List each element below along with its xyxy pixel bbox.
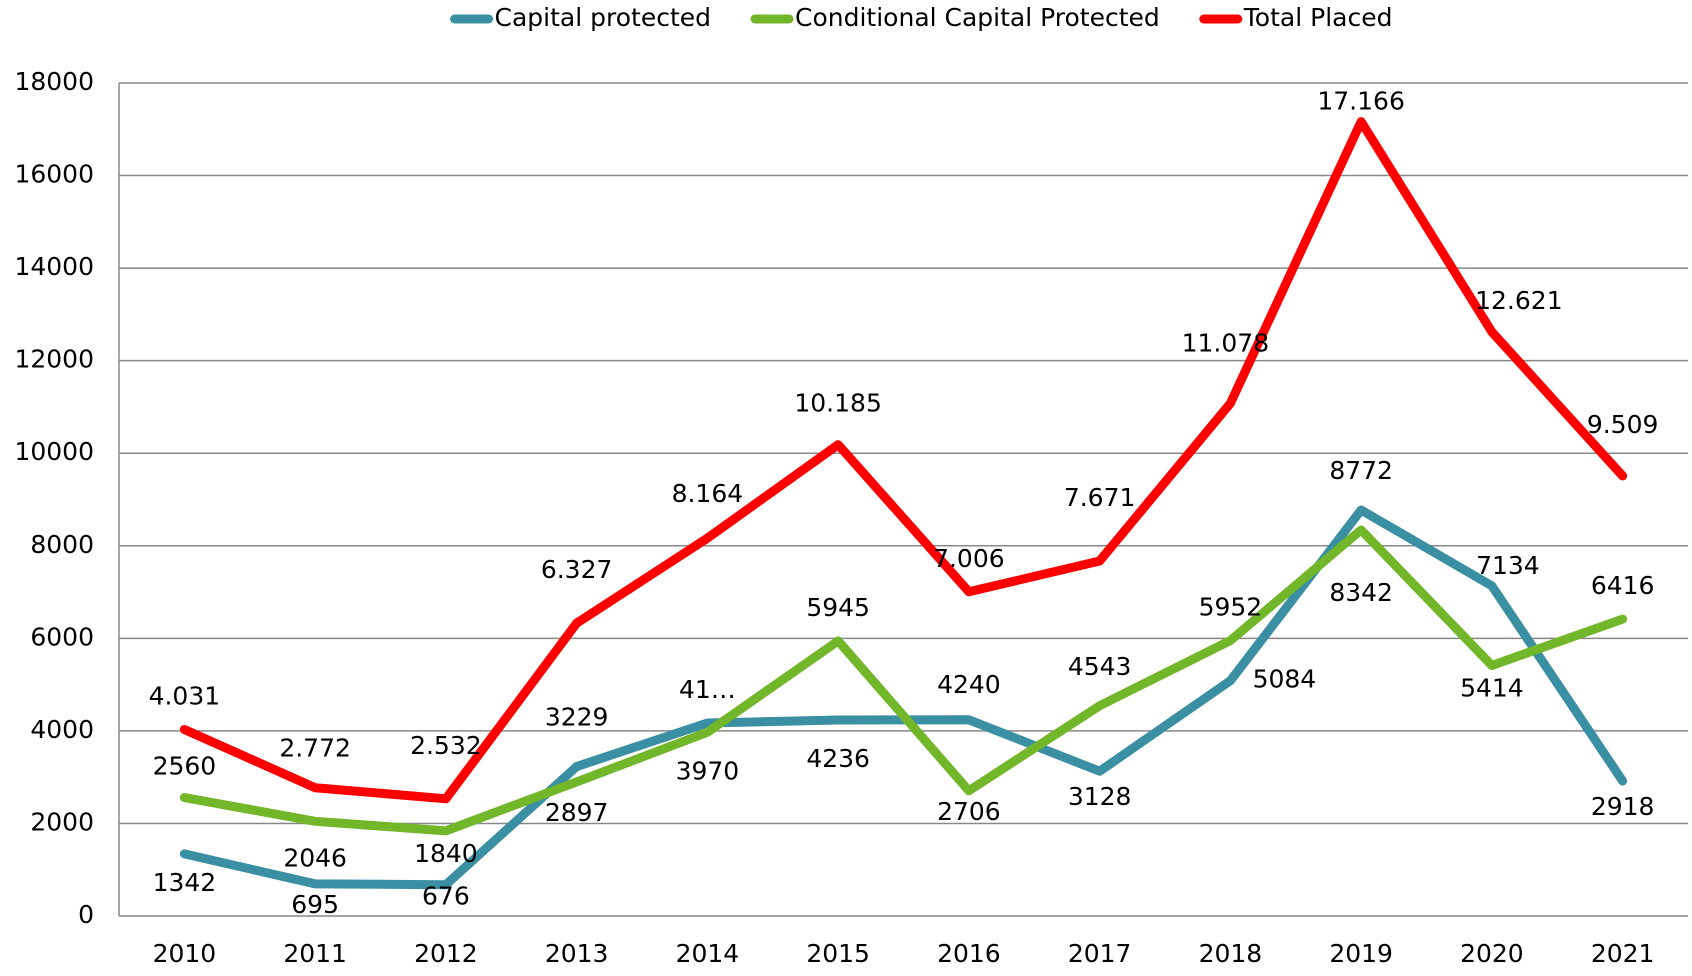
data-label: 7.671	[1064, 483, 1136, 512]
legend-label: Conditional Capital Protected	[795, 3, 1160, 32]
data-label: 6416	[1591, 571, 1655, 600]
data-label: 4236	[806, 744, 870, 773]
data-label: 2560	[153, 752, 217, 781]
series-line	[179, 525, 1628, 836]
y-tick-label: 8000	[30, 530, 94, 559]
data-label: 3970	[676, 756, 740, 785]
data-label: 17.166	[1317, 87, 1404, 116]
data-label: 5945	[806, 593, 870, 622]
data-label: 10.185	[794, 389, 881, 418]
data-label: 695	[291, 890, 339, 919]
x-tick-label: 2020	[1460, 939, 1524, 968]
y-tick-label: 6000	[30, 622, 94, 651]
x-tick-label: 2011	[283, 939, 347, 968]
y-tick-label: 0	[78, 900, 94, 929]
x-tick-label: 2010	[153, 939, 217, 968]
data-label: 2897	[545, 798, 609, 827]
data-label: 7.006	[933, 544, 1005, 573]
series-line	[179, 117, 1628, 804]
data-label: 5414	[1460, 673, 1524, 702]
x-tick-label: 2012	[414, 939, 478, 968]
x-tick-label: 2018	[1199, 939, 1263, 968]
data-label: 1840	[414, 839, 478, 868]
y-tick-label: 16000	[14, 160, 94, 189]
data-label: 4.031	[149, 681, 221, 710]
data-label: 2.532	[410, 731, 482, 760]
x-tick-label: 2021	[1591, 939, 1655, 968]
data-label: 4543	[1068, 652, 1132, 681]
data-label: 5952	[1199, 593, 1263, 622]
y-tick-label: 2000	[30, 807, 94, 836]
data-label: 2918	[1591, 792, 1655, 821]
x-tick-label: 2015	[806, 939, 870, 968]
data-label: 3229	[545, 703, 609, 732]
data-label: 3128	[1068, 782, 1132, 811]
x-tick-label: 2019	[1329, 939, 1393, 968]
y-tick-label: 4000	[30, 715, 94, 744]
data-label: 8342	[1329, 578, 1393, 607]
data-label: 2046	[283, 843, 347, 872]
data-label: 8772	[1329, 456, 1393, 485]
x-tick-label: 2014	[676, 939, 740, 968]
legend-label: Total Placed	[1243, 3, 1393, 32]
data-label: 11.078	[1182, 328, 1269, 357]
data-label: 4240	[937, 670, 1001, 699]
data-label: 5084	[1253, 665, 1317, 694]
data-label: 676	[422, 882, 470, 911]
data-label: 9.509	[1587, 410, 1659, 439]
data-label: 8.164	[672, 479, 744, 508]
y-tick-label: 12000	[14, 345, 94, 374]
y-tick-label: 18000	[14, 67, 94, 96]
data-label: 2.772	[279, 734, 351, 763]
legend-label: Capital protected	[495, 3, 711, 32]
data-label: 6.327	[541, 555, 613, 584]
y-tick-label: 14000	[14, 252, 94, 281]
data-label: 7134	[1476, 551, 1540, 580]
x-tick-label: 2013	[545, 939, 609, 968]
data-label: 1342	[153, 868, 217, 897]
data-label: 12.621	[1475, 286, 1562, 315]
x-tick-label: 2017	[1068, 939, 1132, 968]
data-label: 41…	[679, 675, 736, 704]
y-tick-label: 10000	[14, 437, 94, 466]
x-tick-label: 2016	[937, 939, 1001, 968]
data-label: 2706	[937, 797, 1001, 826]
